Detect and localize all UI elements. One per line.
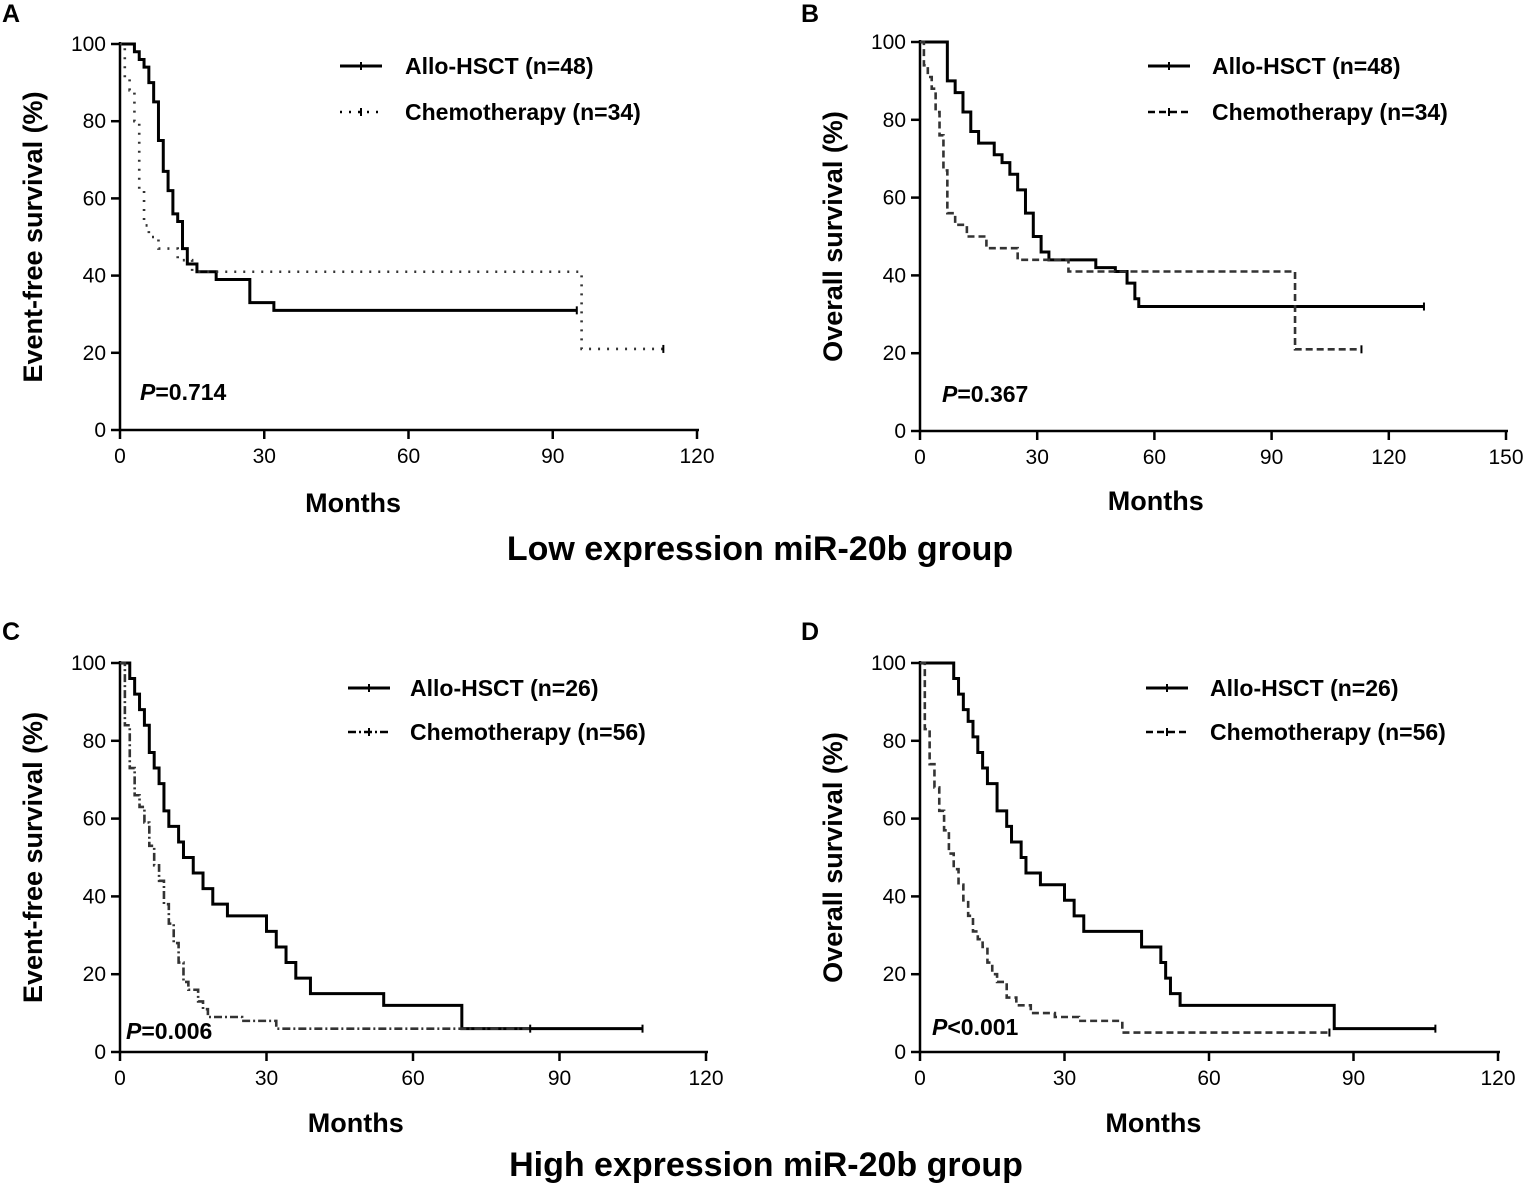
x-axis-title: Months: [308, 1108, 404, 1138]
panel-letter: D: [801, 618, 819, 646]
p-value: P<0.001: [932, 1014, 1019, 1040]
x-tick-label: 30: [1053, 1067, 1076, 1090]
series-line-allo-hsct: [120, 661, 643, 1031]
low-expression-group-title: Low expression miR-20b group: [507, 530, 1013, 568]
series-line-allo-hsct: [120, 42, 577, 312]
x-tick-label: 120: [1480, 1067, 1515, 1090]
x-tick-label: 90: [1260, 446, 1283, 469]
p-value-number: =0.367: [957, 381, 1028, 407]
x-tick-label: 150: [1488, 446, 1523, 469]
y-tick-label: 40: [83, 885, 106, 908]
y-axis-title: Overall survival (%): [818, 732, 848, 983]
y-tick-label: 20: [83, 963, 106, 986]
panel-letter: C: [2, 618, 20, 646]
y-tick-label: 60: [83, 187, 106, 210]
series-line-chemotherapy: [120, 42, 664, 351]
legend-label: Allo-HSCT (n=26): [410, 675, 598, 701]
legend-label: Chemotherapy (n=56): [1210, 719, 1446, 745]
y-tick-label: 60: [883, 808, 906, 831]
x-tick-label: 120: [1371, 446, 1406, 469]
p-value-number: =0.006: [141, 1018, 212, 1044]
legend-label: Allo-HSCT (n=26): [1210, 675, 1398, 701]
y-tick-label: 20: [883, 342, 906, 365]
y-tick-label: 40: [83, 265, 106, 288]
x-tick-label: 60: [401, 1067, 424, 1090]
y-tick-label: 40: [883, 885, 906, 908]
series-line-allo-hsct: [920, 661, 1436, 1031]
legend-label: Chemotherapy (n=56): [410, 719, 646, 745]
x-tick-label: 90: [541, 445, 564, 468]
y-tick-label: 100: [71, 652, 106, 675]
y-tick-label: 0: [894, 420, 906, 443]
series-line-chemotherapy: [920, 661, 1330, 1034]
x-tick-label: 30: [255, 1067, 278, 1090]
y-tick-label: 100: [871, 652, 906, 675]
x-tick-label: 120: [679, 445, 714, 468]
panel-letter: B: [801, 0, 819, 28]
y-tick-label: 0: [94, 1041, 106, 1064]
p-value: P=0.367: [942, 381, 1028, 407]
legend-label: Allo-HSCT (n=48): [405, 53, 593, 79]
legend-label: Allo-HSCT (n=48): [1212, 53, 1400, 79]
x-tick-label: 0: [914, 446, 926, 469]
y-tick-label: 80: [83, 110, 106, 133]
p-value-symbol: P: [932, 1014, 948, 1040]
y-tick-label: 60: [83, 808, 106, 831]
panel-letter: A: [2, 0, 20, 28]
y-tick-label: 80: [883, 109, 906, 132]
series-line-allo-hsct: [920, 40, 1424, 309]
x-tick-label: 0: [914, 1067, 926, 1090]
y-tick-label: 20: [83, 342, 106, 365]
y-tick-label: 0: [894, 1041, 906, 1064]
series-line-chemotherapy: [120, 661, 531, 1030]
x-tick-label: 60: [1197, 1067, 1220, 1090]
x-tick-label: 120: [688, 1067, 723, 1090]
panel-a: A 0 20 40 60 80 100 0 30 60 90 120 Event-free surviv…: [2, 0, 715, 518]
p-value: P=0.006: [126, 1018, 212, 1044]
x-tick-label: 30: [253, 445, 276, 468]
y-axis-title: Event-free survival (%): [18, 91, 48, 382]
x-tick-label: 60: [1143, 446, 1166, 469]
x-tick-label: 0: [114, 1067, 126, 1090]
y-tick-label: 80: [83, 730, 106, 753]
series-line-chemotherapy: [920, 40, 1362, 351]
x-tick-label: 30: [1026, 446, 1049, 469]
y-tick-label: 20: [883, 963, 906, 986]
p-value: P=0.714: [140, 379, 227, 405]
x-tick-label: 60: [397, 445, 420, 468]
p-value-number: <0.001: [947, 1014, 1018, 1040]
y-tick-label: 40: [883, 264, 906, 287]
x-axis-title: Months: [305, 488, 401, 518]
x-tick-label: 0: [114, 445, 126, 468]
y-tick-label: 80: [883, 730, 906, 753]
panel-d: D 0 20 40 60 80 100 0 30 60 90 120 Overall survival …: [801, 618, 1516, 1138]
x-tick-label: 90: [1342, 1067, 1365, 1090]
high-expression-group-title: High expression miR-20b group: [509, 1146, 1023, 1184]
legend-label: Chemotherapy (n=34): [1212, 99, 1448, 125]
panel-c: C 0 20 40 60 80 100 0 30 60 90 120 Event-free surviv…: [2, 618, 724, 1138]
x-axis-title: Months: [1108, 486, 1204, 516]
x-tick-label: 90: [548, 1067, 571, 1090]
x-axis-title: Months: [1105, 1108, 1201, 1138]
y-tick-label: 60: [883, 187, 906, 210]
panel-b: B 0 20 40 60 80 100 0 30 60 90 120 150 Overall surviv…: [801, 0, 1524, 516]
p-value-symbol: P: [126, 1018, 142, 1044]
p-value-symbol: P: [140, 379, 156, 405]
y-axis-title: Overall survival (%): [818, 111, 848, 362]
y-tick-label: 0: [94, 419, 106, 442]
y-tick-label: 100: [71, 33, 106, 56]
p-value-symbol: P: [942, 381, 958, 407]
y-tick-label: 100: [871, 31, 906, 54]
p-value-number: =0.714: [155, 379, 226, 405]
legend-label: Chemotherapy (n=34): [405, 99, 641, 125]
y-axis-title: Event-free survival (%): [18, 712, 48, 1003]
